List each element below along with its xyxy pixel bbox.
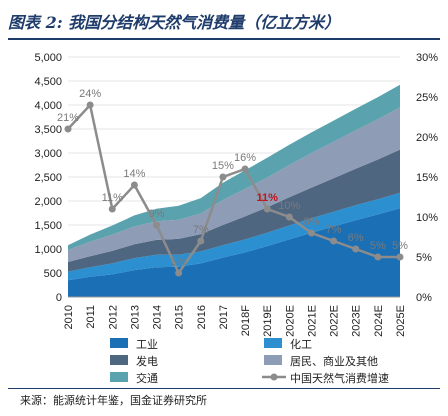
growth-data-label: 15% — [212, 160, 234, 172]
y-left-tick-label: 5,000 — [34, 52, 62, 64]
x-tick-label: 2011 — [85, 305, 97, 329]
y-left-tick-label: 4,500 — [34, 76, 62, 88]
chart-canvas: 0 500 1,000 1,500 2,000 2,500 3,000 3,500 4,000 4… — [34, 52, 438, 385]
growth-data-label: 9% — [149, 208, 165, 220]
legend-line-marker — [270, 373, 278, 381]
footer-divider — [8, 388, 440, 389]
y-left-tick-label: 2,500 — [34, 172, 62, 184]
legend-label: 化工 — [290, 337, 312, 351]
x-tick-label: 2018F — [240, 305, 252, 336]
x-tick-label: 2012 — [107, 305, 119, 329]
x-tick-label: 2017 — [218, 305, 230, 329]
x-tick-label: 2023E — [351, 305, 363, 337]
growth-data-label: 16% — [234, 152, 256, 164]
legend-swatch — [110, 338, 128, 348]
y-right-tick-label: 20% — [416, 132, 438, 144]
growth-point — [153, 221, 161, 229]
growth-data-label: 5% — [392, 240, 408, 252]
x-tick-label: 2010 — [63, 305, 75, 329]
y-right-tick-label: 15% — [416, 172, 438, 184]
x-tick-label: 2021E — [306, 305, 318, 337]
growth-data-label: 14% — [123, 168, 145, 180]
x-tick-label: 2024E — [373, 305, 385, 337]
y-left-tick-label: 4,000 — [34, 100, 62, 112]
y-left-tick-label: 3,000 — [34, 148, 62, 160]
y-left-tick-label: 0 — [56, 292, 62, 304]
area-series-industry — [68, 208, 400, 297]
area-series-residential — [68, 107, 400, 263]
x-tick-label: 2020E — [284, 305, 296, 337]
growth-point — [285, 213, 293, 221]
legend-label: 发电 — [136, 354, 158, 368]
growth-data-label: 6% — [348, 232, 364, 244]
y-right-tick-label: 10% — [416, 212, 438, 224]
growth-point — [219, 173, 227, 181]
legend-swatch — [264, 355, 282, 365]
chart-title: 图表 2: 我国分结构天然气消费量（亿立方米） — [8, 13, 341, 32]
y-right-tick-label: 30% — [416, 52, 438, 64]
legend-label: 工业 — [136, 338, 158, 351]
x-tick-label: 2019E — [262, 305, 274, 337]
growth-data-label: 7% — [193, 224, 209, 236]
growth-point — [307, 229, 315, 237]
growth-data-label: 5% — [370, 240, 386, 252]
area-series-chemical — [68, 192, 400, 281]
growth-point — [175, 269, 183, 277]
growth-data-label: 3% — [171, 256, 187, 268]
area-series-transport — [68, 84, 400, 250]
y-right-tick-label: 5% — [416, 252, 432, 264]
x-tick-label: 2022E — [329, 305, 341, 337]
legend-label: 居民、商业及其他 — [290, 354, 378, 368]
legend-label: 交通 — [136, 371, 158, 385]
growth-data-label: 10% — [278, 200, 300, 212]
growth-point — [197, 237, 205, 245]
growth-data-label: 7% — [326, 224, 342, 236]
growth-data-label: 21% — [57, 112, 79, 124]
growth-data-label: 8% — [304, 216, 320, 228]
growth-point — [374, 253, 382, 261]
growth-data-label: 11% — [102, 192, 123, 204]
growth-point — [130, 181, 138, 189]
y-left-tick-label: 3,500 — [34, 124, 62, 136]
legend-label: 中国天然气消费增速 — [290, 371, 389, 385]
x-tick-label: 2025E — [395, 305, 407, 337]
x-tick-label: 2013 — [129, 305, 141, 329]
growth-point — [330, 237, 338, 245]
y-right-tick-label: 0% — [416, 292, 432, 304]
legend-swatch — [264, 338, 282, 348]
growth-data-label: 24% — [79, 88, 101, 100]
x-tick-label: 2015 — [174, 305, 186, 329]
title-divider — [8, 38, 440, 40]
growth-point — [263, 205, 271, 213]
growth-point — [64, 125, 72, 133]
growth-point — [241, 165, 249, 173]
area-series-power — [68, 149, 400, 272]
growth-line — [67, 102, 400, 276]
y-left-tick-label: 2,000 — [34, 196, 62, 208]
growth-point — [352, 245, 360, 253]
growth-point — [86, 101, 94, 109]
legend-swatch — [110, 372, 128, 382]
legend-swatch — [110, 355, 128, 365]
y-left-tick-label: 500 — [44, 268, 62, 280]
growth-point — [396, 253, 404, 261]
x-tick-label: 2014 — [152, 305, 164, 329]
y-left-tick-label: 1,000 — [34, 244, 62, 256]
growth-point — [108, 205, 116, 213]
source-note: 来源：能源统计年鉴，国金证券研究所 — [20, 394, 207, 407]
y-right-tick-label: 25% — [416, 92, 438, 104]
x-tick-label: 2016 — [196, 305, 208, 329]
y-left-tick-label: 1,500 — [34, 220, 62, 232]
growth-data-label: 11% — [256, 192, 278, 204]
